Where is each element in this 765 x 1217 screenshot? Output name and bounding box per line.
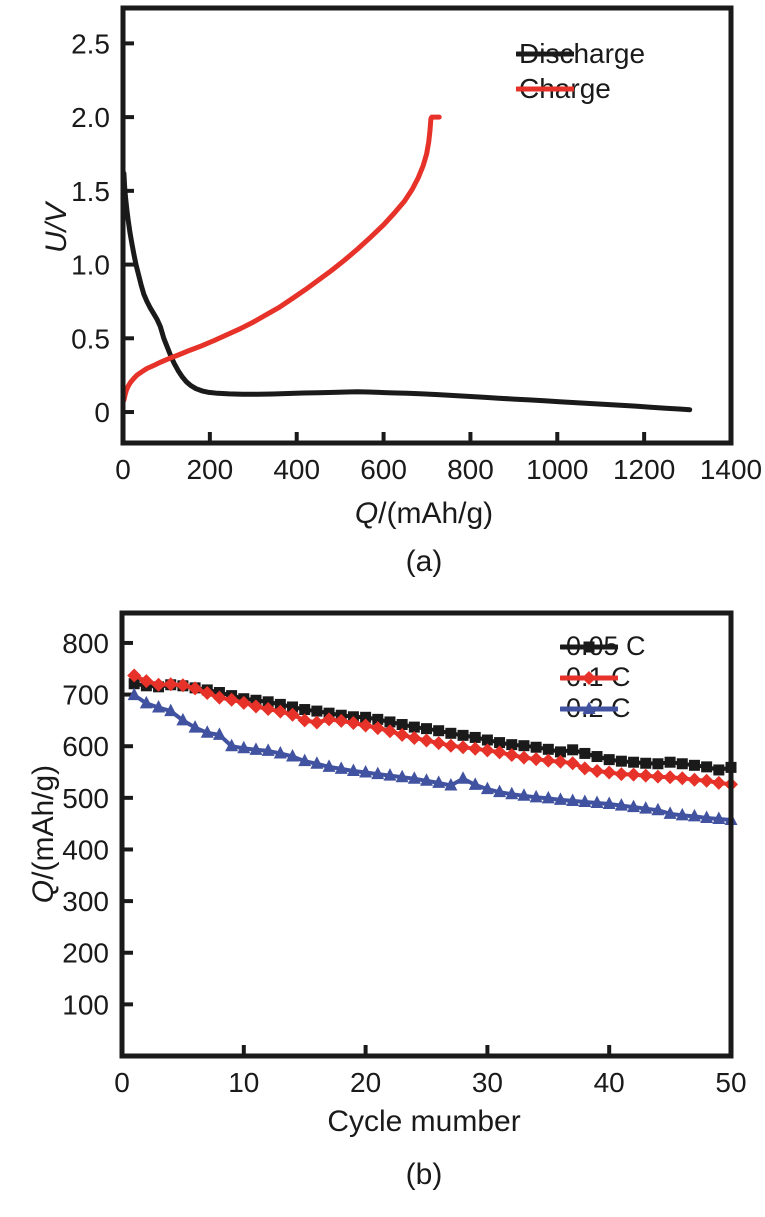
chart-a-y-axis-symbol: U bbox=[40, 231, 73, 254]
svg-text:30: 30 bbox=[472, 1067, 503, 1098]
chart-a-x-axis-symbol: Q bbox=[354, 497, 379, 530]
svg-text:10: 10 bbox=[228, 1067, 259, 1098]
svg-text:400: 400 bbox=[273, 454, 320, 485]
chart-b-y-axis-symbol: Q bbox=[27, 879, 60, 904]
legend-item-0.1C: 0.1 C bbox=[560, 662, 646, 693]
chart-b-caption: (b) bbox=[405, 1158, 443, 1191]
svg-text:40: 40 bbox=[594, 1067, 625, 1098]
chart-b-y-axis-unit: /(mAh/g) bbox=[27, 764, 60, 880]
plot-border bbox=[120, 5, 734, 446]
chart-b-x-axis-label: Cycle mumber bbox=[327, 1105, 521, 1138]
svg-text:600: 600 bbox=[360, 454, 407, 485]
legend-item-charge: Charge bbox=[516, 71, 645, 106]
svg-text:400: 400 bbox=[62, 834, 109, 865]
y-axis-ticks: 0 0.5 1.0 1.5 2.0 2.5 bbox=[71, 28, 134, 428]
svg-text:700: 700 bbox=[62, 680, 109, 711]
svg-text:1.0: 1.0 bbox=[71, 250, 110, 281]
chart-a-legend: Discharge Charge bbox=[516, 36, 645, 106]
svg-text:50: 50 bbox=[715, 1067, 746, 1098]
chart-b-legend: 0.05 C 0.1 C 0.2 C bbox=[560, 631, 646, 724]
svg-text:500: 500 bbox=[62, 783, 109, 814]
svg-text:200: 200 bbox=[186, 454, 233, 485]
svg-text:300: 300 bbox=[62, 886, 109, 917]
y-axis-ticks: 100 200 300 400 500 600 700 800 bbox=[62, 628, 133, 1020]
chart-a-y-axis-label: U/V bbox=[40, 203, 74, 253]
svg-text:0: 0 bbox=[114, 1067, 130, 1098]
svg-text:0: 0 bbox=[94, 397, 110, 428]
svg-text:1.5: 1.5 bbox=[71, 176, 110, 207]
svg-text:0.5: 0.5 bbox=[71, 323, 110, 354]
series-Charge bbox=[121, 114, 442, 403]
svg-text:2.5: 2.5 bbox=[71, 28, 110, 59]
chart-a-caption: (a) bbox=[405, 545, 443, 578]
legend-item-discharge: Discharge bbox=[516, 36, 645, 71]
svg-text:20: 20 bbox=[350, 1067, 381, 1098]
svg-text:200: 200 bbox=[62, 938, 109, 969]
plot-border bbox=[119, 610, 734, 1059]
svg-text:1400: 1400 bbox=[700, 454, 762, 485]
x-axis-ticks: 0 200 400 600 800 1000 1200 1400 bbox=[115, 432, 762, 485]
svg-text:100: 100 bbox=[62, 989, 109, 1020]
svg-text:800: 800 bbox=[62, 628, 109, 659]
chart-b-y-axis-label: Q/(mAh/g) bbox=[27, 765, 61, 903]
legend-item-0.05C: 0.05 C bbox=[560, 631, 646, 662]
chart-a-y-axis-unit: /V bbox=[40, 202, 73, 232]
svg-text:800: 800 bbox=[447, 454, 494, 485]
series-0.2-C bbox=[127, 687, 738, 826]
x-axis-ticks: 0 10 20 30 40 50 bbox=[114, 1045, 747, 1098]
chart-a-x-axis-label: Q/(mAh/g) bbox=[355, 497, 493, 531]
svg-text:0: 0 bbox=[115, 454, 131, 485]
series-0.1-C bbox=[127, 668, 738, 792]
chart-b: 0 10 20 30 40 50 100 200 300 400 500 600 700 800 bbox=[62, 610, 747, 1098]
chart-a-x-axis-unit: /(mAh/g) bbox=[378, 497, 494, 530]
chart-a: 0 200 400 600 800 1000 1200 1400 0 0.5 1.0 1.5 2.0 2.… bbox=[71, 5, 762, 485]
series-Discharge bbox=[121, 170, 693, 413]
legend-item-0.2C: 0.2 C bbox=[560, 693, 646, 724]
svg-text:2.0: 2.0 bbox=[71, 102, 110, 133]
svg-text:600: 600 bbox=[62, 731, 109, 762]
svg-text:1000: 1000 bbox=[526, 454, 588, 485]
svg-text:1200: 1200 bbox=[613, 454, 675, 485]
